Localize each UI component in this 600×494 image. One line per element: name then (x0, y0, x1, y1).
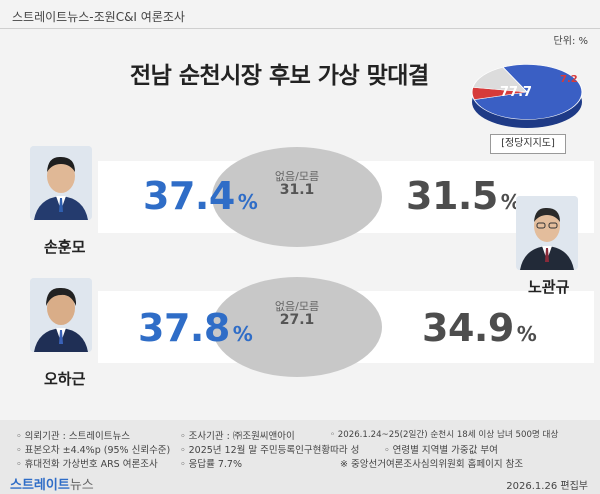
candidate-photo-left (30, 278, 92, 352)
left-candidate-percent: 37.4% (143, 174, 258, 218)
footer-note: ◦ 2025년 12월 말 주민등록인구현황따라 성 (180, 445, 360, 456)
date-dept: 2026.1.26 편집부 (506, 481, 588, 492)
right-candidate-percent: 34.9% (422, 306, 537, 350)
footer-note: ◦ 연령별 지역별 가중값 부여 (384, 445, 498, 456)
right-candidate-name: 노관규 (528, 278, 570, 296)
candidate-photo-left (30, 146, 92, 220)
undecided-oval (212, 277, 382, 377)
brand-logo: 스트레이트뉴스 (10, 478, 94, 493)
footer-note: ◦ 의뢰기관 : 스트레이트뉴스 (16, 431, 131, 442)
undecided-label: 없음/모름 (274, 300, 320, 313)
left-candidate-name: 오하근 (44, 370, 86, 388)
pie-legend: [정당지지도] (490, 134, 566, 154)
candidate-photo-right (516, 196, 578, 270)
pie-label-minor: 7.2 (560, 74, 578, 85)
unit-label: 단위: % (553, 36, 588, 47)
footer-note: ◦ 2026.1.24~25(2일간) 순천시 18세 이상 남녀 500명 대… (330, 430, 559, 440)
undecided-value: 31.1 (279, 182, 315, 198)
footer-note: ◦ 휴대전화 가상번호 ARS 여론조사 (16, 459, 158, 470)
footer-note: ※ 중앙선거여론조사심의위원회 홈페이지 참조 (340, 459, 524, 470)
footer-notes: ◦ 의뢰기관 : 스트레이트뉴스 ◦ 표본오차 ±4.4%p (95% 신뢰수준… (0, 420, 600, 494)
left-candidate-percent: 37.8% (138, 306, 253, 350)
footer-note: ◦ 조사기관 : ㈜조원씨앤아이 (180, 431, 295, 442)
footer-note: ◦ 표본오차 ±4.4%p (95% 신뢰수준) (16, 445, 171, 456)
footer-note: ◦ 응답률 7.7% (180, 459, 242, 470)
undecided-label: 없음/모름 (274, 170, 320, 183)
party-support-pie: 77.7 7.2 (468, 56, 586, 136)
chart-title: 전남 순천시장 후보 가상 맞대결 (130, 63, 429, 89)
undecided-value: 27.1 (279, 312, 315, 328)
pie-slice-rest (472, 66, 528, 93)
header-source: 스트레이트뉴스-조원C&I 여론조사 (12, 10, 185, 24)
left-candidate-name: 손훈모 (44, 238, 86, 256)
pie-label-major: 77.7 (500, 85, 532, 100)
undecided-oval (212, 147, 382, 247)
matchup-1: 없음/모름 31.1 37.4% 31.5% 손훈모 (0, 142, 600, 262)
matchup-2: 없음/모름 27.1 37.8% 34.9% 오하근 (0, 272, 600, 392)
header-divider (0, 28, 600, 29)
pie-slice-major (473, 64, 583, 120)
right-candidate-percent: 31.5% (406, 174, 521, 218)
